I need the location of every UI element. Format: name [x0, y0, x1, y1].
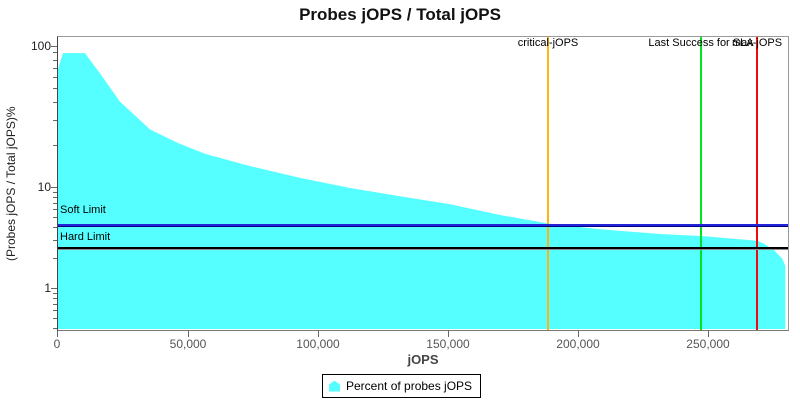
- y-tick-label-1: 1: [44, 281, 51, 295]
- y-minor-tick-mark: [53, 77, 57, 78]
- y-minor-tick-mark: [53, 145, 57, 146]
- y-minor-tick-mark: [53, 217, 57, 218]
- plot-area: [57, 36, 789, 331]
- y-minor-tick-mark: [53, 209, 57, 210]
- y-tick-label-100: 100: [30, 39, 51, 53]
- y-minor-tick-mark: [53, 68, 57, 69]
- max-jops-label: max-jOPS: [731, 37, 783, 49]
- y-tick-label-10: 10: [37, 180, 51, 194]
- y-minor-tick-mark: [53, 328, 57, 329]
- soft-limit-label: Soft Limit: [60, 204, 106, 216]
- x-tick-label-200000: 200,000: [556, 337, 600, 351]
- y-minor-tick-mark: [53, 298, 57, 299]
- x-tick-mark: [448, 331, 449, 337]
- x-tick-label-100000: 100,000: [296, 337, 340, 351]
- y-minor-tick-mark: [53, 88, 57, 89]
- y-minor-tick-mark: [53, 197, 57, 198]
- x-axis-title: jOPS: [407, 352, 439, 367]
- x-tick-mark: [57, 331, 58, 337]
- x-tick-label-250000: 250,000: [686, 337, 730, 351]
- y-minor-tick-mark: [53, 52, 57, 53]
- area-series-svg: [58, 37, 788, 330]
- y-tick-mark: [51, 46, 57, 47]
- y-minor-tick-mark: [53, 258, 57, 259]
- y-minor-tick-mark: [53, 192, 57, 193]
- y-tick-mark: [51, 288, 57, 289]
- y-minor-tick-mark: [53, 318, 57, 319]
- y-tick-mark: [51, 187, 57, 188]
- area-series: [58, 53, 786, 329]
- x-tick-mark: [318, 331, 319, 337]
- x-tick-mark: [578, 331, 579, 337]
- y-minor-tick-mark: [53, 293, 57, 294]
- last-success-sla-label: Last Success for SLA: [648, 37, 754, 49]
- x-tick-mark: [188, 331, 189, 337]
- x-tick-label-150000: 150,000: [426, 337, 470, 351]
- x-tick-label-50000: 50,000: [169, 337, 207, 351]
- legend-label: Percent of probes jOPS: [346, 379, 473, 393]
- y-minor-tick-mark: [53, 304, 57, 305]
- y-minor-tick-mark: [53, 240, 57, 241]
- area-series-legend-icon: [329, 380, 340, 392]
- x-tick-label-0: 0: [53, 337, 61, 351]
- y-minor-tick-mark: [53, 203, 57, 204]
- critical-jops-label: critical-jOPS: [517, 37, 579, 49]
- hard-limit-label: Hard Limit: [60, 231, 111, 243]
- x-tick-mark: [708, 331, 709, 337]
- y-minor-tick-mark: [53, 120, 57, 121]
- y-minor-tick-mark: [53, 310, 57, 311]
- legend: Percent of probes jOPS: [322, 374, 482, 398]
- chart-title: Probes jOPS / Total jOPS: [299, 5, 501, 24]
- y-minor-tick-mark: [53, 60, 57, 61]
- y-minor-tick-mark: [53, 102, 57, 103]
- y-minor-tick-mark: [53, 227, 57, 228]
